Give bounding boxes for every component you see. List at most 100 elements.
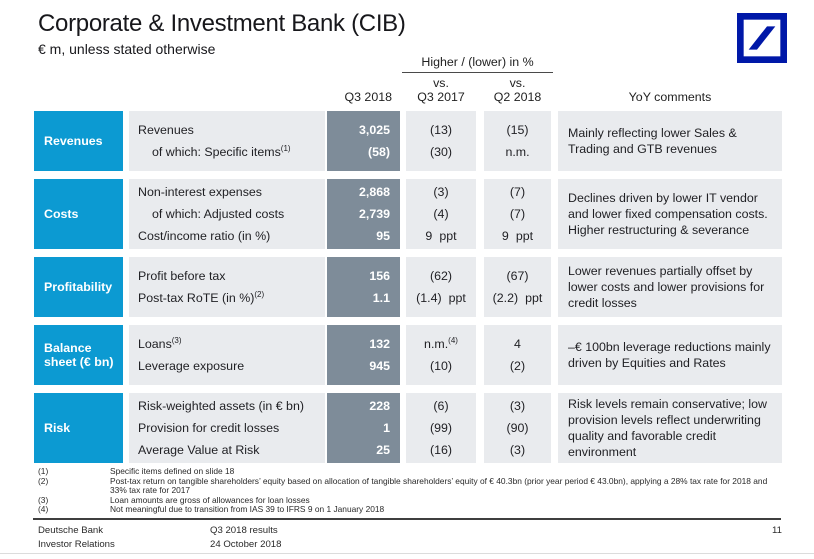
footer-company-name: Deutsche Bank <box>38 525 104 536</box>
vs-q2-2018-values: 4 (2) <box>484 325 551 385</box>
table-row-group-risk: Risk Risk-weighted assets (in € bn) Prov… <box>34 393 782 463</box>
category-text: Balance <box>44 341 92 355</box>
metric-labels: Loans(3) Leverage exposure <box>129 325 325 385</box>
value-cell: (30) <box>429 145 453 159</box>
footer-report-title: Q3 2018 results <box>210 525 278 536</box>
footnote-2: (2) Post-tax return on tangible sharehold… <box>38 475 782 496</box>
value-unit: ppt <box>448 291 466 305</box>
footer-company: Deutsche Bank Investor Relations <box>38 524 115 551</box>
metric-label: Provision for credit losses <box>138 421 280 435</box>
value-cell: 4 <box>514 337 521 351</box>
table-row-group-costs: Costs Non-interest expenses of which: Ad… <box>34 179 782 249</box>
metric-labels: Non-interest expenses of which: Adjusted… <box>129 179 325 249</box>
value-cell: (16) <box>429 443 453 457</box>
column-header-yoy-comments: YoY comments <box>628 90 712 104</box>
vs-q3-2017-values: (3) (4) 9 ppt <box>406 179 476 249</box>
category-label: Costs <box>34 179 123 249</box>
deutsche-bank-logo-icon <box>737 13 787 63</box>
slide-bottom-edge <box>0 553 814 554</box>
value-cell: (3) <box>509 443 526 457</box>
footer-report-info: Q3 2018 results 24 October 2018 <box>210 524 281 551</box>
footnote-ref: (2) <box>254 289 265 299</box>
value-cell: (58) <box>367 145 390 159</box>
value-cell: (7) <box>509 207 526 221</box>
footer-department: Investor Relations <box>38 538 115 550</box>
value-cell: 9 <box>501 229 509 243</box>
footnote-number: (2) <box>38 475 49 486</box>
value-cell: 3,025 <box>358 123 390 137</box>
metric-label: Post-tax RoTE (in %) <box>138 291 255 305</box>
value-cell: (7) <box>509 185 526 199</box>
value-unit: ppt <box>439 229 457 243</box>
column-header-q3-2018: Q3 2018 <box>344 90 392 104</box>
yoy-comment: Lower revenues partially offset by lower… <box>558 257 782 317</box>
footnote-text: Not meaningful due to transition from IA… <box>110 504 385 515</box>
yoy-comment: Mainly reflecting lower Sales & Trading … <box>558 111 782 171</box>
category-text: Risk <box>44 421 71 435</box>
metric-label: Average Value at Risk <box>138 443 260 457</box>
q3-2018-values: 2,868 2,739 95 <box>327 179 400 249</box>
value-cell: 25 <box>376 443 390 457</box>
footnote-text: Loan amounts are gross of allowances for… <box>110 494 310 505</box>
vs-q3-2017-values: (13) (30) <box>406 111 476 171</box>
value-cell: (3) <box>433 185 449 199</box>
page-number: 11 <box>772 525 782 536</box>
q3-2018-values: 3,025 (58) <box>327 111 400 171</box>
vs-label-2: vs. <box>509 76 526 90</box>
value-cell: (3) <box>509 399 526 413</box>
value-cell: 132 <box>369 337 390 351</box>
table-row-group-profitability: Profitability Profit before tax Post-tax… <box>34 257 782 317</box>
yoy-comment: –€ 100bn leverage reductions mainly driv… <box>558 325 782 385</box>
metric-labels: Revenues of which: Specific items(1) <box>129 111 325 171</box>
category-text: Revenues <box>44 134 103 148</box>
footnote-4: (4) Not meaningful due to transition from… <box>38 505 782 515</box>
metric-labels: Profit before tax Post-tax RoTE (in %)(2… <box>129 257 325 317</box>
metric-label: Risk-weighted assets (in € bn) <box>138 399 304 413</box>
q3-2018-values: 132 945 <box>327 325 400 385</box>
value-cell: (6) <box>433 399 449 413</box>
higher-lower-header: Higher / (lower) in % <box>402 55 553 73</box>
metric-labels: Risk-weighted assets (in € bn) Provision… <box>129 393 325 463</box>
metric-label: of which: Adjusted costs <box>152 207 285 221</box>
page-subtitle: € m, unless stated otherwise <box>38 41 216 57</box>
vs-q3-2017-values: (6) (99) (16) <box>406 393 476 463</box>
value-cell: 2,739 <box>358 207 390 221</box>
vs-q3-2017-values: (62) (1.4) ppt <box>406 257 476 317</box>
footnote-ref: (3) <box>171 335 182 345</box>
value-cell: (1.4) <box>416 291 442 305</box>
footnote-number: (3) <box>38 494 49 505</box>
category-text-line2: sheet (€ bn) <box>44 355 114 369</box>
value-cell: n.m. <box>424 337 449 351</box>
value-cell: 1.1 <box>372 291 390 305</box>
value-cell: (2) <box>509 359 526 373</box>
table-row-group-revenues: Revenues Revenues of which: Specific ite… <box>34 111 782 171</box>
value-cell: (90) <box>506 421 529 435</box>
category-text: Profitability <box>44 280 113 294</box>
value-cell: 945 <box>369 359 390 373</box>
yoy-comment: Declines driven by lower IT vendor and l… <box>558 179 782 249</box>
footnote-ref: (4) <box>448 335 458 345</box>
footer-divider <box>33 518 781 520</box>
value-cell: (2.2) <box>492 291 519 305</box>
vs-q3-2017-values: n.m.(4) (10) <box>406 325 476 385</box>
footnote-number: (1) <box>38 466 49 476</box>
value-cell: (62) <box>429 269 453 283</box>
footnote-text: Post-tax return on tangible shareholders… <box>110 475 768 496</box>
category-label: Risk <box>34 393 123 463</box>
vs-q2-2018-values: (3) (90) (3) <box>484 393 551 463</box>
value-cell: 2,868 <box>358 185 390 199</box>
footnote-1: (1) Specific items defined on slide 18 <box>38 466 782 477</box>
page-title: Corporate & Investment Bank (CIB) <box>38 10 406 37</box>
footnote-number: (4) <box>38 504 49 515</box>
value-cell: (67) <box>506 269 529 283</box>
category-label: Revenues <box>34 111 123 171</box>
footnote-ref: (1) <box>280 143 291 153</box>
value-cell: 9 <box>425 229 433 243</box>
footer-report-date: 24 October 2018 <box>210 538 282 550</box>
value-unit: ppt <box>515 229 534 243</box>
value-cell: 1 <box>383 421 390 435</box>
value-cell: (99) <box>429 421 453 435</box>
vs-label-1: vs. <box>433 76 449 90</box>
metric-label: Non-interest expenses <box>138 185 262 199</box>
